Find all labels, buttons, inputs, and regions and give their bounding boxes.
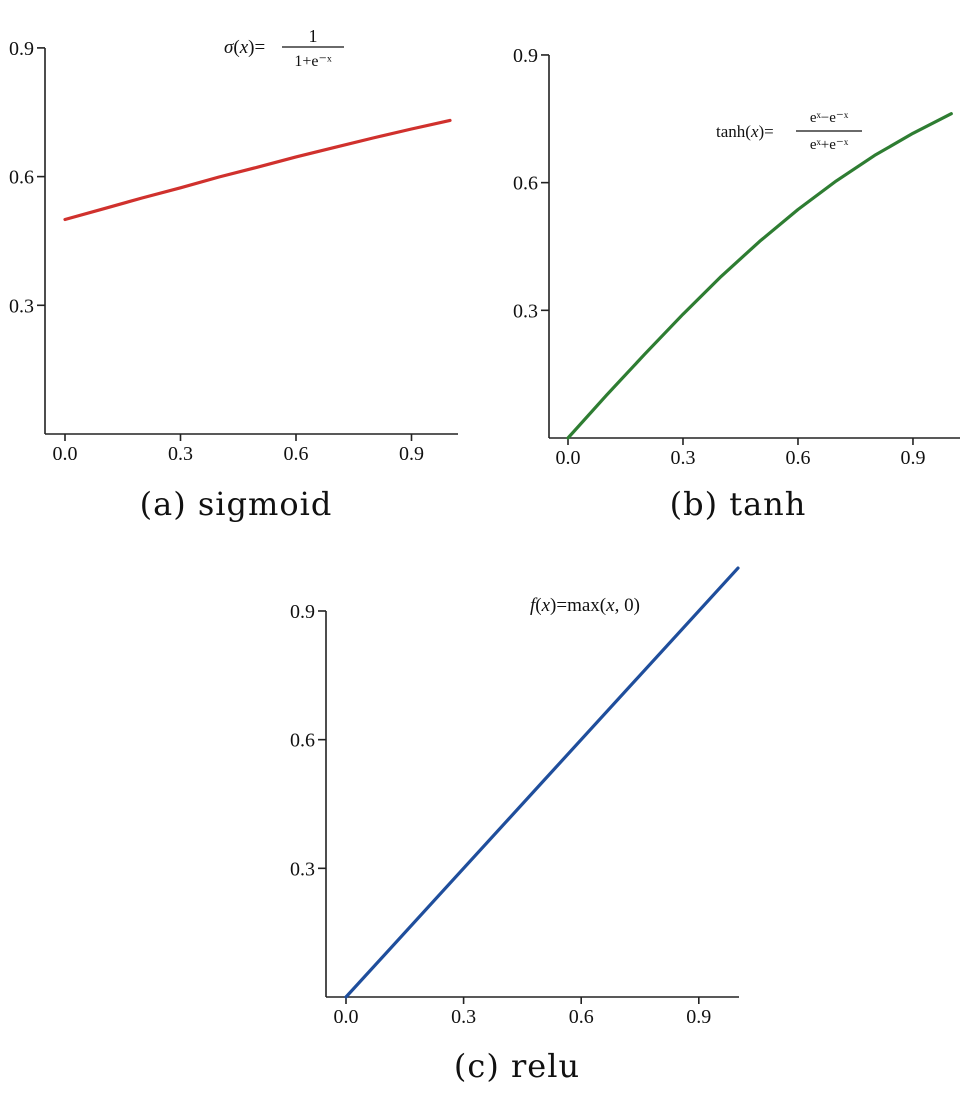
sigmoid-caption: (a) sigmoid [140, 485, 333, 523]
sigmoid-x-tick-label: 0.3 [168, 443, 193, 465]
relu-y-tick-label: 0.6 [290, 730, 315, 752]
relu-caption: (c) relu [454, 1047, 580, 1085]
sigmoid-formula-numerator: 1 [309, 26, 318, 46]
relu-curve [344, 566, 740, 999]
relu-x-tick-label: 0.3 [451, 1006, 476, 1028]
tanh-x-tick-label: 0.9 [900, 447, 925, 469]
relu-x-tick-label: 0.6 [569, 1006, 594, 1028]
tanh-plot-area: 0.0 0.3 0.6 0.9 0.3 0.6 0.9 [513, 45, 960, 469]
sigmoid-formula-lhs: σ(x)= [224, 37, 265, 58]
relu-plot-area: 0.0 0.3 0.6 0.9 0.3 0.6 0.9 [290, 566, 740, 1028]
relu-panel: 0.0 0.3 0.6 0.9 0.3 0.6 0.9 f(x)=max(x, 0) (c)… [290, 566, 740, 1085]
relu-x-tick-label: 0.9 [686, 1006, 711, 1028]
sigmoid-curve [63, 118, 452, 222]
sigmoid-y-tick-label: 0.3 [9, 295, 34, 317]
relu-formula: f(x)=max(x, 0) [530, 595, 640, 616]
sigmoid-y-tick-label: 0.9 [9, 38, 34, 60]
tanh-curve [566, 112, 953, 440]
tanh-y-tick-label: 0.9 [513, 45, 538, 67]
tanh-formula-lhs: tanh(x)= [716, 122, 774, 141]
sigmoid-x-tick-label: 0.9 [399, 443, 424, 465]
sigmoid-x-tick-label: 0.6 [284, 443, 309, 465]
tanh-formula-numerator: eˣ−e⁻ˣ [810, 110, 849, 126]
sigmoid-y-tick-label: 0.6 [9, 167, 34, 189]
sigmoid-plot-area: 0.0 0.3 0.6 0.9 0.3 0.6 0.9 [9, 38, 458, 465]
relu-y-tick-label: 0.9 [290, 601, 315, 623]
tanh-y-tick-label: 0.6 [513, 173, 538, 195]
relu-y-tick-label: 0.3 [290, 858, 315, 880]
tanh-x-tick-label: 0.6 [785, 447, 810, 469]
tanh-x-tick-label: 0.0 [556, 447, 581, 469]
tanh-x-tick-label: 0.3 [670, 447, 695, 469]
relu-x-tick-label: 0.0 [334, 1006, 359, 1028]
sigmoid-panel: 0.0 0.3 0.6 0.9 0.3 0.6 0.9 σ(x)= 1 1+e⁻ˣ (a) … [9, 26, 458, 523]
tanh-y-tick-label: 0.3 [513, 300, 538, 322]
tanh-caption: (b) tanh [670, 485, 807, 523]
tanh-formula-denominator: eˣ+e⁻ˣ [810, 137, 849, 153]
tanh-panel: 0.0 0.3 0.6 0.9 0.3 0.6 0.9 tanh(x)= eˣ−e⁻ˣ eˣ… [513, 45, 960, 523]
sigmoid-formula-denominator: 1+e⁻ˣ [294, 53, 332, 70]
sigmoid-x-tick-label: 0.0 [53, 443, 78, 465]
